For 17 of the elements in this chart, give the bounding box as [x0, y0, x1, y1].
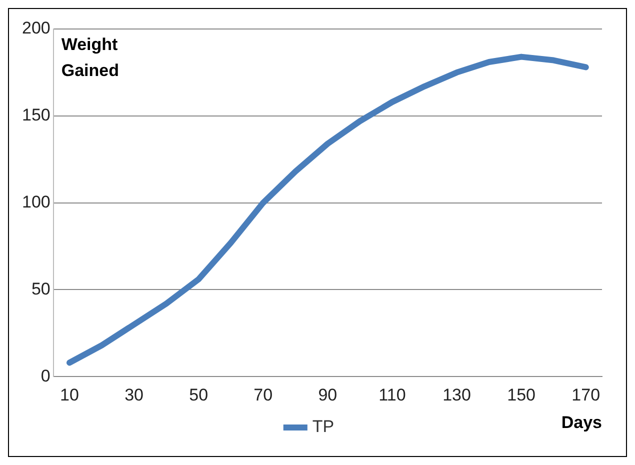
- x-tick-label: 50: [189, 385, 208, 404]
- y-tick-label: 100: [22, 192, 50, 212]
- x-tick-label: 130: [442, 385, 471, 404]
- y-tick-label: 150: [22, 106, 50, 125]
- x-tick-label: 10: [60, 385, 79, 404]
- x-tick-label: 170: [572, 385, 600, 404]
- x-axis-title: Days: [561, 413, 602, 432]
- y-tick-label: 50: [31, 279, 50, 298]
- legend-label: TP: [312, 417, 334, 436]
- x-tick-label: 70: [254, 385, 273, 404]
- x-tick-label: 90: [318, 385, 338, 404]
- x-tick-label: 150: [507, 385, 536, 404]
- x-tick-label: 110: [378, 385, 406, 404]
- x-tick-label: 30: [124, 385, 144, 404]
- y-axis-title: Weight Gained: [61, 35, 119, 80]
- y-tick-label: 0: [40, 366, 50, 386]
- y-tick-label: 200: [22, 18, 50, 38]
